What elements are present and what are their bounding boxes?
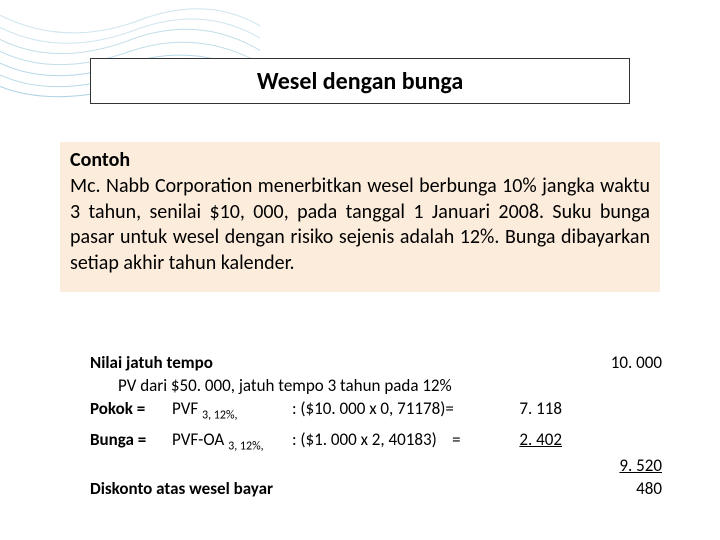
title-box: Wesel dengan bunga [90,58,630,104]
bunga-eq: = [452,429,460,450]
example-body: Mc. Nabb Corporation menerbitkan wesel b… [70,174,650,276]
bunga-pvf: PVF-OA 3, 12%, [172,429,292,455]
pokok-value: 7. 118 [502,398,562,424]
bunga-calc: : ($1. 000 x 2, 40183) = [292,429,502,455]
pokok-pvf: PVF 3, 12%, [172,398,292,424]
pv-description: PV dari $50. 000, jatuh tempo 3 tahun pa… [90,375,452,398]
bunga-pvf-text: PVF-OA [172,429,228,450]
title-text: Wesel dengan bunga [257,67,463,96]
diskonto-label: Diskonto atas wesel bayar [90,478,273,501]
diskonto-value: 480 [273,478,668,501]
maturity-value: 10. 000 [213,352,668,375]
bunga-pvf-sub: 3, 12%, [228,440,264,454]
bunga-label: Bunga = [90,429,172,455]
bunga-calc-text: : ($1. 000 x 2, 40183) [292,429,437,450]
subtotal-value: 9. 520 [376,455,668,478]
calculation-block: Nilai jatuh tempo 10. 000 PV dari $50. 0… [90,352,668,501]
example-box: Contoh Mc. Nabb Corporation menerbitkan … [60,142,660,292]
pokok-pvf-text: PVF [172,398,202,419]
bunga-value: 2. 402 [502,429,562,455]
example-heading: Contoh [70,148,650,172]
pokok-calc: : ($10. 000 x 0, 71178)= [292,398,502,424]
pokok-label: Pokok = [90,398,172,424]
maturity-label: Nilai jatuh tempo [90,352,213,375]
pokok-pvf-sub: 3, 12%, [202,408,238,422]
